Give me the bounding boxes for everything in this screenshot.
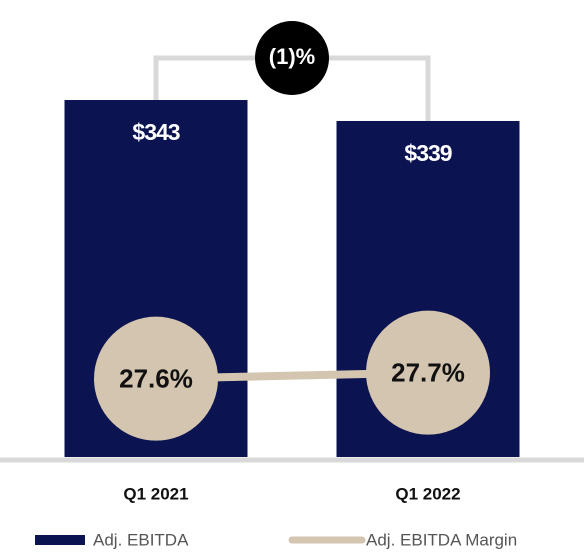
margin-marker: [366, 310, 490, 435]
legend-swatch: [35, 535, 85, 545]
margin-marker: [94, 316, 218, 441]
margin-value-label: 27.7%: [391, 358, 465, 388]
x-tick-label: Q1 2022: [395, 484, 460, 503]
bar-value-label: $343: [132, 119, 179, 145]
annotation: (1)%: [269, 44, 315, 69]
margin-value-label: 27.6%: [119, 364, 193, 394]
bar-value-label: $339: [404, 140, 451, 166]
x-tick-label: Q1 2021: [123, 484, 188, 503]
annotation-badge: [255, 21, 329, 95]
legend-label: Adj. EBITDA Margin: [366, 530, 517, 549]
legend-label: Adj. EBITDA: [93, 530, 189, 549]
